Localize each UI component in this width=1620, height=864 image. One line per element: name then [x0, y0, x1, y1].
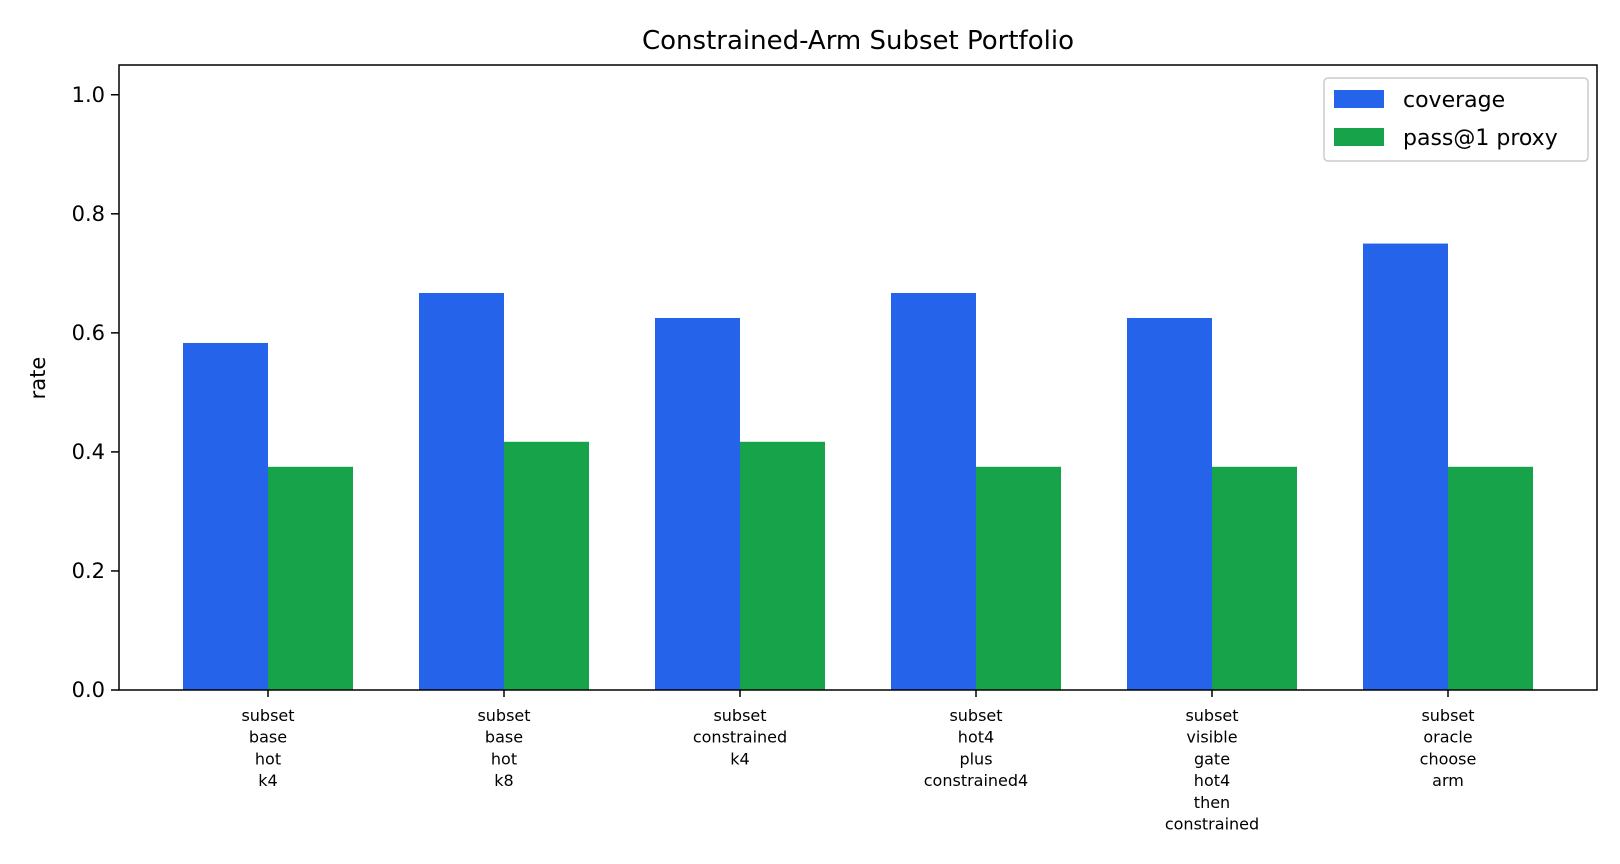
x-tick-label-line: constrained4 — [924, 771, 1028, 790]
x-tick-label-line: subset — [949, 706, 1002, 725]
legend-label: pass@1 proxy — [1403, 126, 1558, 151]
y-tick-label: 0.6 — [72, 321, 105, 345]
y-tick-label: 0.8 — [72, 202, 105, 226]
legend: coverage pass@1 proxy — [1323, 77, 1589, 162]
x-tick-label-line: hot — [255, 749, 281, 768]
bar-coverage — [655, 317, 740, 690]
legend-box — [1323, 77, 1589, 162]
x-tick-label-line: hot4 — [958, 728, 994, 747]
x-tick-label-line: choose — [1420, 749, 1477, 768]
bar-pass1-proxy — [976, 466, 1061, 690]
x-tick-label-line: subset — [1185, 706, 1238, 725]
legend-swatch — [1334, 128, 1384, 146]
x-tick-label-line: arm — [1432, 771, 1464, 790]
bar-coverage — [419, 292, 504, 690]
x-tick-label-line: constrained — [1165, 815, 1259, 834]
x-tick-label-line: base — [485, 728, 523, 747]
bar-pass1-proxy — [1212, 466, 1297, 690]
x-tick-label: subset base hot k4 — [241, 706, 294, 790]
bar-pass1-proxy — [1448, 466, 1533, 690]
x-tick-label-line: visible — [1186, 728, 1237, 747]
bar-coverage — [1363, 243, 1448, 691]
x-tick-label-line: base — [249, 728, 287, 747]
x-tick-label: subset visible gate hot4 then constrained — [1165, 706, 1259, 834]
legend-label: coverage — [1403, 88, 1505, 113]
y-tick-label: 1.0 — [72, 83, 105, 107]
x-tick-label-line: gate — [1194, 749, 1230, 768]
bar-coverage — [183, 342, 268, 690]
bar-coverage — [1127, 317, 1212, 690]
x-tick-label-line: hot — [491, 749, 517, 768]
legend-swatch — [1334, 90, 1384, 108]
x-tick-label-line: subset — [477, 706, 530, 725]
x-tick-label-line: subset — [241, 706, 294, 725]
y-tick-label: 0.4 — [72, 440, 105, 464]
x-tick-label-line: constrained — [693, 728, 787, 747]
bar-pass1-proxy — [740, 441, 825, 690]
x-tick-label-line: plus — [959, 749, 992, 768]
x-tick-label-line: k4 — [730, 749, 749, 768]
x-tick-label-line: subset — [713, 706, 766, 725]
bar-pass1-proxy — [504, 441, 589, 690]
x-tick-label-line: hot4 — [1194, 771, 1230, 790]
x-tick-label: subset oracle choose arm — [1420, 706, 1477, 790]
x-tick-label-line: k8 — [494, 771, 513, 790]
bar-coverage — [891, 292, 976, 690]
x-tick-label: subset constrained k4 — [693, 706, 787, 768]
x-tick-label: subset base hot k8 — [477, 706, 530, 790]
x-tick-label-line: oracle — [1423, 728, 1472, 747]
bar-pass1-proxy — [268, 466, 353, 690]
y-tick-label: 0.0 — [72, 678, 105, 702]
x-tick-label-line: then — [1194, 793, 1230, 812]
x-tick-label-line: k4 — [258, 771, 277, 790]
plot-area: 0.0 0.2 0.4 0.6 0.8 1.0 subset base hot k4 subset b… — [72, 83, 1533, 834]
x-tick-label-line: subset — [1421, 706, 1474, 725]
chart-title: Constrained-Arm Subset Portfolio — [642, 26, 1074, 56]
plot-frame — [118, 64, 1598, 691]
y-tick-label: 0.2 — [72, 559, 105, 583]
y-axis-label: rate — [26, 357, 50, 400]
x-tick-label: subset hot4 plus constrained4 — [924, 706, 1028, 790]
